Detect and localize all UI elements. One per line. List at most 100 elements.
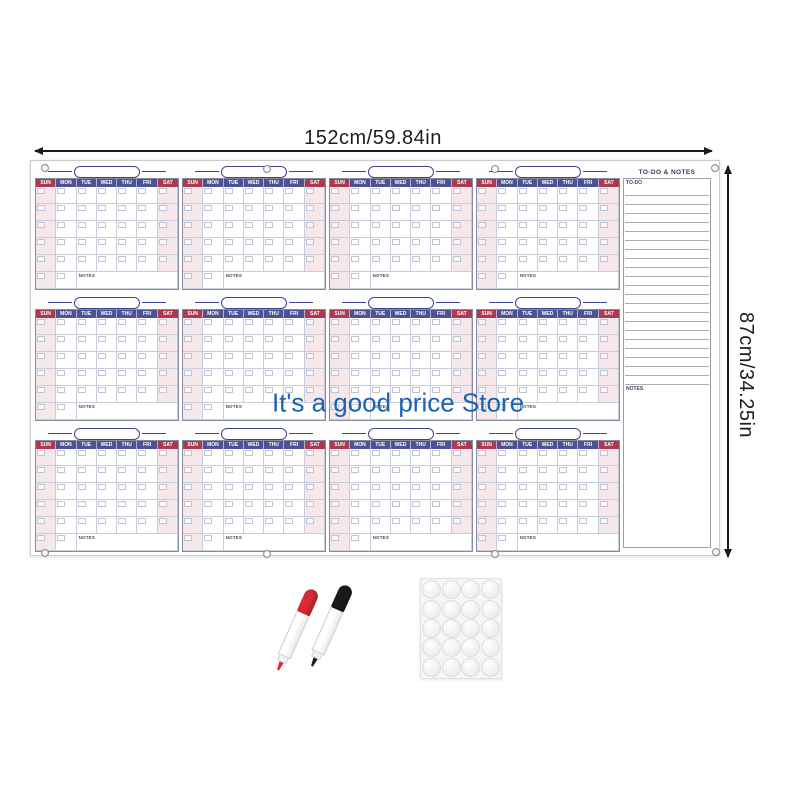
date-box (579, 450, 588, 456)
day-cell (284, 449, 305, 466)
day-header-sat: SAT (304, 441, 325, 449)
day-cell (264, 335, 285, 352)
day-cell (477, 187, 498, 204)
day-cell (350, 449, 371, 466)
date-box (204, 535, 213, 541)
month-notes-area: NOTES (517, 403, 619, 420)
day-cell (390, 204, 412, 221)
date-box (391, 518, 400, 524)
date-box (559, 518, 568, 524)
day-cell (304, 369, 325, 386)
day-header-thu: THU (411, 441, 432, 449)
day-cell (304, 517, 325, 534)
date-box (77, 501, 86, 507)
date-box (77, 387, 86, 393)
day-cell (431, 335, 452, 352)
day-cell (598, 386, 619, 403)
day-cell (137, 352, 158, 369)
day-cell (117, 221, 138, 238)
day-header-mon: MON (203, 441, 224, 449)
todo-lines (624, 187, 710, 385)
month-frame: SUN MON TUE WED THU FRI SAT NOTES (35, 309, 179, 421)
adhesive-dot (422, 657, 442, 677)
date-box (498, 319, 507, 325)
day-cell (477, 483, 498, 500)
date-box (244, 205, 253, 211)
date-box (57, 319, 66, 325)
date-box (559, 387, 568, 393)
month-grid: SUN MON TUE WED THU FRI SAT NOTES (182, 163, 326, 290)
day-cell (76, 221, 97, 238)
date-box (538, 205, 547, 211)
day-cell (264, 483, 285, 500)
month-notes-label: NOTES (78, 535, 96, 540)
date-box (579, 205, 588, 211)
date-box (118, 387, 127, 393)
day-cell (497, 255, 518, 272)
date-box (184, 336, 192, 342)
date-box (184, 501, 192, 507)
day-cell (390, 255, 412, 272)
day-cell (330, 255, 351, 272)
day-cell (537, 318, 559, 335)
day-header-tue: TUE (517, 310, 538, 318)
date-box (37, 518, 45, 524)
day-cell (117, 369, 138, 386)
date-box (351, 273, 360, 279)
date-box (37, 222, 45, 228)
day-cell (137, 221, 158, 238)
date-box (498, 336, 507, 342)
day-cell (411, 204, 432, 221)
day-cell (370, 500, 391, 517)
day-cell (390, 386, 412, 403)
date-box (265, 353, 274, 359)
adhesive-dot (461, 618, 481, 638)
month-grid: SUN MON TUE WED THU FRI SAT NOTES (476, 425, 620, 552)
day-cell (558, 369, 579, 386)
day-header-row: SUN MON TUE WED THU FRI SAT (330, 179, 472, 187)
month-notes-label: NOTES (225, 404, 243, 409)
day-cell (330, 352, 351, 369)
date-box (285, 188, 294, 194)
date-box (498, 467, 507, 473)
month-grid: SUN MON TUE WED THU FRI SAT NOTES (182, 425, 326, 552)
date-box (599, 188, 608, 194)
date-box (265, 188, 274, 194)
day-header-wed: WED (243, 310, 265, 318)
date-box (305, 387, 314, 393)
date-box (518, 450, 527, 456)
date-box (391, 205, 400, 211)
day-cell (578, 466, 599, 483)
date-box (432, 370, 441, 376)
day-header-row: SUN MON TUE WED THU FRI SAT (477, 310, 619, 318)
date-box (118, 370, 127, 376)
day-cell (431, 500, 452, 517)
month-notes-area: NOTES (76, 534, 178, 551)
day-header-sun: SUN (36, 441, 57, 449)
date-box (37, 353, 45, 359)
date-box (599, 205, 608, 211)
day-cell (76, 386, 97, 403)
day-cell (203, 238, 224, 255)
width-dimension-line (34, 147, 713, 155)
day-cell (330, 517, 351, 534)
date-box (97, 239, 106, 245)
month-name-pill-row (329, 425, 473, 440)
day-cell (517, 238, 538, 255)
date-box (559, 205, 568, 211)
month-frame: SUN MON TUE WED THU FRI SAT NOTES (35, 178, 179, 290)
date-box (118, 467, 127, 473)
day-cell (137, 449, 158, 466)
day-header-mon: MON (56, 179, 77, 187)
day-cell (284, 255, 305, 272)
day-cell (243, 352, 265, 369)
day-cell (537, 500, 559, 517)
date-box (184, 518, 192, 524)
date-box (498, 484, 507, 490)
day-cell (370, 517, 391, 534)
ruled-line (625, 349, 709, 358)
date-box (518, 387, 527, 393)
day-cell (477, 534, 498, 551)
day-cell (76, 466, 97, 483)
date-box (412, 353, 421, 359)
